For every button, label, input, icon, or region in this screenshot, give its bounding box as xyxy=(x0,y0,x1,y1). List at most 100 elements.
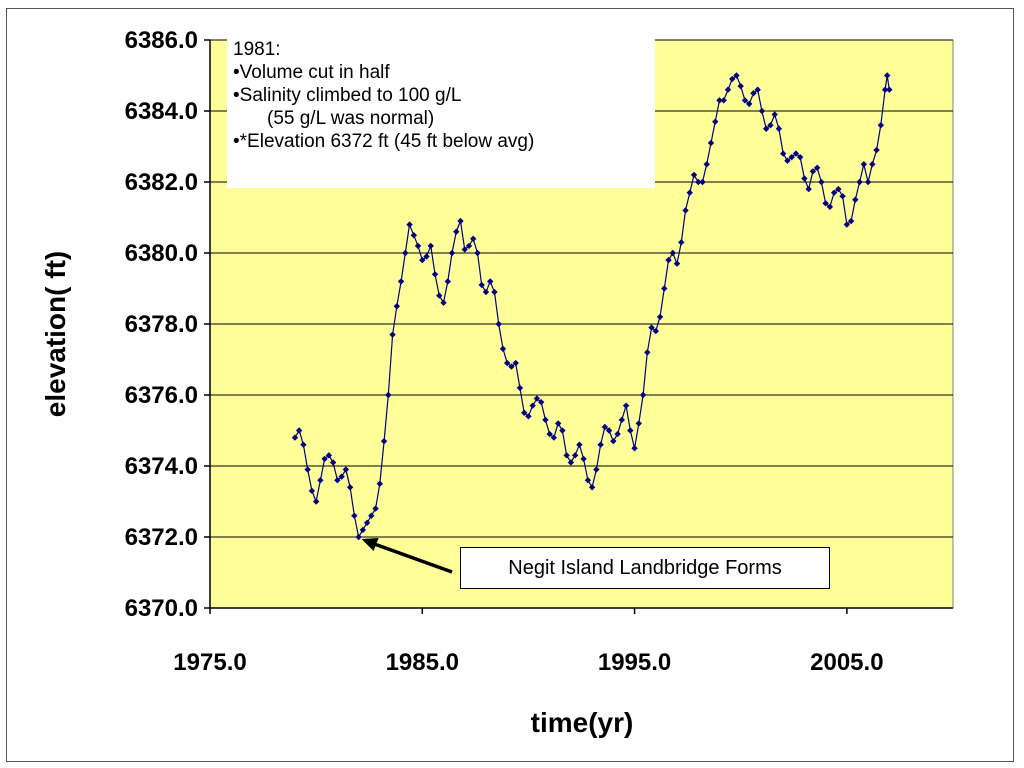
data-point-5 xyxy=(312,498,320,505)
data-point-77 xyxy=(618,416,626,424)
data-point-52 xyxy=(512,359,519,367)
data-point-1 xyxy=(295,427,303,434)
slide-frame xyxy=(6,8,1014,762)
data-point-79 xyxy=(627,427,634,434)
data-point-95 xyxy=(695,178,702,186)
x-tick-label-3: 2005.0 xyxy=(810,649,883,676)
data-point-137 xyxy=(873,146,880,154)
data-point-57 xyxy=(533,395,541,402)
data-point-135 xyxy=(864,178,872,186)
data-point-114 xyxy=(775,125,783,132)
data-point-56 xyxy=(529,402,536,409)
data-point-24 xyxy=(393,303,401,310)
data-point-87 xyxy=(661,285,668,292)
data-point-141 xyxy=(886,86,893,93)
x-tick-label-0: 1975.0 xyxy=(173,649,246,676)
data-point-7 xyxy=(321,455,328,463)
data-point-23 xyxy=(389,331,396,338)
callout-label: Negit Island Landbridge Forms xyxy=(460,547,830,589)
series-elevation xyxy=(291,72,893,541)
data-point-126 xyxy=(826,203,834,211)
y-tick-label-1: 6384.0 xyxy=(125,98,198,125)
data-point-58 xyxy=(537,398,545,406)
y-tick-labels: 6386.0 6384.0 6382.0 6380.0 6378.0 6376.0 6374… xyxy=(125,27,210,622)
annotation-line-5: •*Elevation 6372 ft (45 ft below avg) xyxy=(233,131,535,152)
data-point-104 xyxy=(733,72,740,79)
data-point-83 xyxy=(644,349,651,356)
data-point-93 xyxy=(686,189,693,196)
data-point-105 xyxy=(737,82,744,90)
data-point-32 xyxy=(427,242,434,250)
data-point-41 xyxy=(465,242,473,250)
callout-arrow-head xyxy=(361,538,379,551)
data-point-131 xyxy=(847,217,855,225)
data-point-101 xyxy=(720,97,727,104)
data-point-36 xyxy=(444,278,451,285)
data-point-31 xyxy=(423,253,430,260)
data-point-63 xyxy=(559,427,566,434)
y-tick-label-7: 6372.0 xyxy=(125,524,198,551)
data-point-21 xyxy=(380,437,388,445)
data-point-69 xyxy=(584,477,592,484)
data-point-10 xyxy=(334,477,341,484)
y-tick-label-0: 6386.0 xyxy=(125,27,198,54)
data-point-94 xyxy=(690,171,698,179)
data-point-65 xyxy=(567,459,575,466)
data-point-109 xyxy=(754,86,761,93)
data-point-4 xyxy=(308,487,316,495)
data-point-73 xyxy=(601,423,609,431)
data-point-132 xyxy=(852,196,859,203)
x-tick-label-1: 1985.0 xyxy=(386,649,459,676)
data-point-112 xyxy=(767,122,774,129)
data-point-120 xyxy=(801,175,808,182)
data-point-108 xyxy=(750,90,757,97)
data-point-128 xyxy=(835,185,842,193)
data-point-60 xyxy=(546,430,553,438)
data-point-6 xyxy=(317,477,324,484)
data-point-133 xyxy=(856,178,863,186)
x-tick-labels: 1975.0 1985.0 1995.0 2005.0 xyxy=(173,608,884,676)
data-point-53 xyxy=(516,384,524,392)
data-point-84 xyxy=(648,324,655,331)
data-point-55 xyxy=(525,413,532,420)
x-tick-label-2: 1995.0 xyxy=(598,649,671,676)
y-axis-title: elevation( ft) xyxy=(40,251,71,417)
y-tick-label-4: 6378.0 xyxy=(125,311,198,338)
data-point-37 xyxy=(448,249,456,257)
annotation-line-2: •Volume cut in half xyxy=(233,62,390,83)
data-point-38 xyxy=(453,228,460,235)
data-point-119 xyxy=(796,153,804,161)
data-point-138 xyxy=(877,122,885,129)
data-point-26 xyxy=(402,249,409,257)
data-point-33 xyxy=(431,271,439,278)
data-point-28 xyxy=(410,232,417,239)
data-point-82 xyxy=(639,391,647,399)
data-point-123 xyxy=(813,164,821,171)
data-point-92 xyxy=(682,207,689,214)
annotation-line-1: 1981: xyxy=(233,39,281,60)
data-point-140 xyxy=(883,72,891,79)
data-point-12 xyxy=(342,466,350,473)
annotation-line-3: •Salinity climbed to 100 g/L xyxy=(233,85,462,106)
data-point-66 xyxy=(571,452,579,459)
data-point-22 xyxy=(385,391,392,399)
data-point-20 xyxy=(376,480,384,487)
data-point-110 xyxy=(758,107,766,115)
data-point-71 xyxy=(593,466,600,473)
data-point-54 xyxy=(520,409,528,416)
data-point-45 xyxy=(482,288,490,296)
data-point-68 xyxy=(580,455,587,463)
data-point-13 xyxy=(346,484,354,491)
data-point-121 xyxy=(805,185,812,193)
y-tick-label-5: 6376.0 xyxy=(125,382,198,409)
data-point-96 xyxy=(699,178,706,186)
data-point-113 xyxy=(771,111,778,118)
data-point-78 xyxy=(622,402,630,409)
data-point-48 xyxy=(495,320,502,328)
data-point-130 xyxy=(843,221,851,228)
data-point-122 xyxy=(809,168,817,175)
data-point-44 xyxy=(478,281,485,289)
data-point-59 xyxy=(542,416,549,424)
data-point-27 xyxy=(406,221,413,228)
data-point-29 xyxy=(414,242,422,250)
